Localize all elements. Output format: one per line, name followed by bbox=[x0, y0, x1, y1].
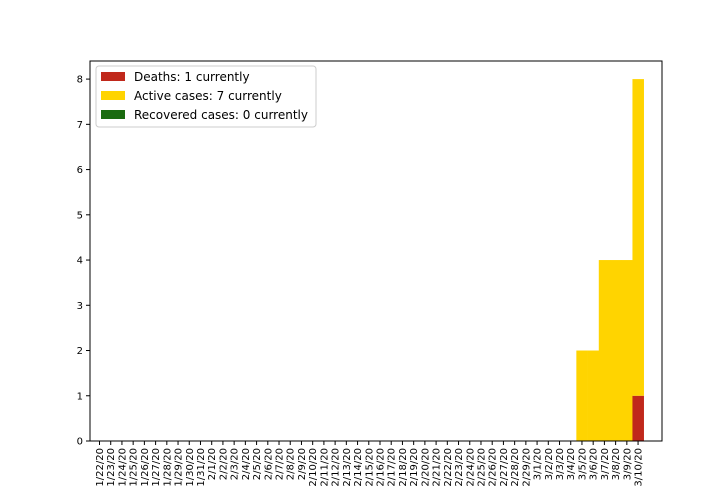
legend-swatch bbox=[101, 110, 125, 119]
y-tick-label: 8 bbox=[77, 75, 83, 86]
x-tick-label: 2/11/20 bbox=[319, 448, 330, 487]
legend: Deaths: 1 currently Active cases: 7 curre… bbox=[95, 65, 317, 128]
x-tick-label: 2/7/20 bbox=[275, 448, 286, 480]
x-tick-label: 3/6/20 bbox=[589, 448, 600, 480]
bar-active-45 bbox=[598, 260, 611, 441]
x-tick-label: 2/28/20 bbox=[510, 448, 521, 487]
x-tick-label: 2/1/20 bbox=[207, 448, 218, 480]
legend-label: Recovered cases: 0 currently bbox=[134, 108, 308, 122]
x-tick-label: 3/9/20 bbox=[622, 448, 633, 480]
x-tick-label: 2/20/20 bbox=[420, 448, 431, 487]
x-tick-label: 3/8/20 bbox=[611, 448, 622, 480]
y-tick-label: 2 bbox=[77, 346, 83, 357]
x-tick-label: 2/5/20 bbox=[252, 448, 263, 480]
y-tick-label: 7 bbox=[77, 120, 83, 131]
legend-swatch bbox=[101, 72, 125, 81]
bar-active-48 bbox=[632, 79, 644, 396]
x-tick-label: 1/28/20 bbox=[162, 448, 173, 487]
y-tick-label: 6 bbox=[77, 165, 83, 176]
x-tick-label: 2/13/20 bbox=[342, 448, 353, 487]
plot-frame bbox=[89, 60, 663, 442]
bar-active-46 bbox=[610, 260, 622, 441]
x-tick-label: 2/21/20 bbox=[432, 448, 443, 487]
bar-active-43 bbox=[576, 350, 588, 441]
legend-label: Active cases: 7 currently bbox=[134, 89, 282, 103]
x-tick-label: 2/10/20 bbox=[308, 448, 319, 487]
y-tick-label: 0 bbox=[77, 437, 83, 448]
x-tick-label: 2/14/20 bbox=[353, 448, 364, 487]
x-tick-label: 2/27/20 bbox=[499, 448, 510, 487]
x-tick-label: 1/25/20 bbox=[129, 448, 140, 487]
x-tick-label: 2/23/20 bbox=[454, 448, 465, 487]
x-tick-label: 1/29/20 bbox=[174, 448, 185, 487]
x-tick-label: 2/17/20 bbox=[387, 448, 398, 487]
x-tick-label: 3/5/20 bbox=[577, 448, 588, 480]
y-tick-label: 1 bbox=[77, 391, 83, 402]
y-tick-label: 3 bbox=[77, 301, 83, 312]
x-tick-label: 1/26/20 bbox=[140, 448, 151, 487]
x-tick-label: 1/24/20 bbox=[117, 448, 128, 487]
y-tick-label: 4 bbox=[77, 256, 83, 267]
x-tick-label: 2/24/20 bbox=[465, 448, 476, 487]
x-tick-label: 2/29/20 bbox=[521, 448, 532, 487]
legend-label: Deaths: 1 currently bbox=[134, 70, 250, 84]
x-tick-label: 2/25/20 bbox=[476, 448, 487, 487]
x-tick-label: 2/8/20 bbox=[286, 448, 297, 480]
bar-deaths-48 bbox=[632, 395, 644, 441]
x-tick-label: 2/26/20 bbox=[488, 448, 499, 487]
y-tick-label: 5 bbox=[77, 210, 83, 221]
x-tick-label: 3/3/20 bbox=[555, 448, 566, 480]
x-tick-label: 3/1/20 bbox=[533, 448, 544, 480]
x-tick-label: 3/2/20 bbox=[544, 448, 555, 480]
x-tick-label: 2/19/20 bbox=[409, 448, 420, 487]
x-tick-label: 2/16/20 bbox=[376, 448, 387, 487]
bars-layer bbox=[576, 79, 644, 441]
x-tick-label: 3/7/20 bbox=[600, 448, 611, 480]
x-tick-label: 2/4/20 bbox=[241, 448, 252, 480]
x-tick-label: 1/22/20 bbox=[95, 448, 106, 487]
bar-active-44 bbox=[587, 350, 600, 441]
x-tick-label: 3/4/20 bbox=[566, 448, 577, 480]
x-tick-label: 2/3/20 bbox=[230, 448, 241, 480]
legend-swatch bbox=[101, 91, 125, 100]
legend-box bbox=[95, 65, 317, 128]
x-tick-label: 1/27/20 bbox=[151, 448, 162, 487]
x-tick-label: 2/9/20 bbox=[297, 448, 308, 480]
x-tick-label: 2/18/20 bbox=[398, 448, 409, 487]
x-tick-label: 2/22/20 bbox=[443, 448, 454, 487]
x-tick-label: 2/12/20 bbox=[331, 448, 342, 487]
bar-active-47 bbox=[621, 260, 633, 441]
x-tick-label: 1/23/20 bbox=[106, 448, 117, 487]
x-tick-label: 1/31/20 bbox=[196, 448, 207, 487]
x-tick-label: 1/30/20 bbox=[185, 448, 196, 487]
x-tick-label: 2/15/20 bbox=[364, 448, 375, 487]
x-tick-label: 3/10/20 bbox=[634, 448, 645, 487]
x-tick-label: 2/6/20 bbox=[263, 448, 274, 480]
x-tick-label: 2/2/20 bbox=[218, 448, 229, 480]
